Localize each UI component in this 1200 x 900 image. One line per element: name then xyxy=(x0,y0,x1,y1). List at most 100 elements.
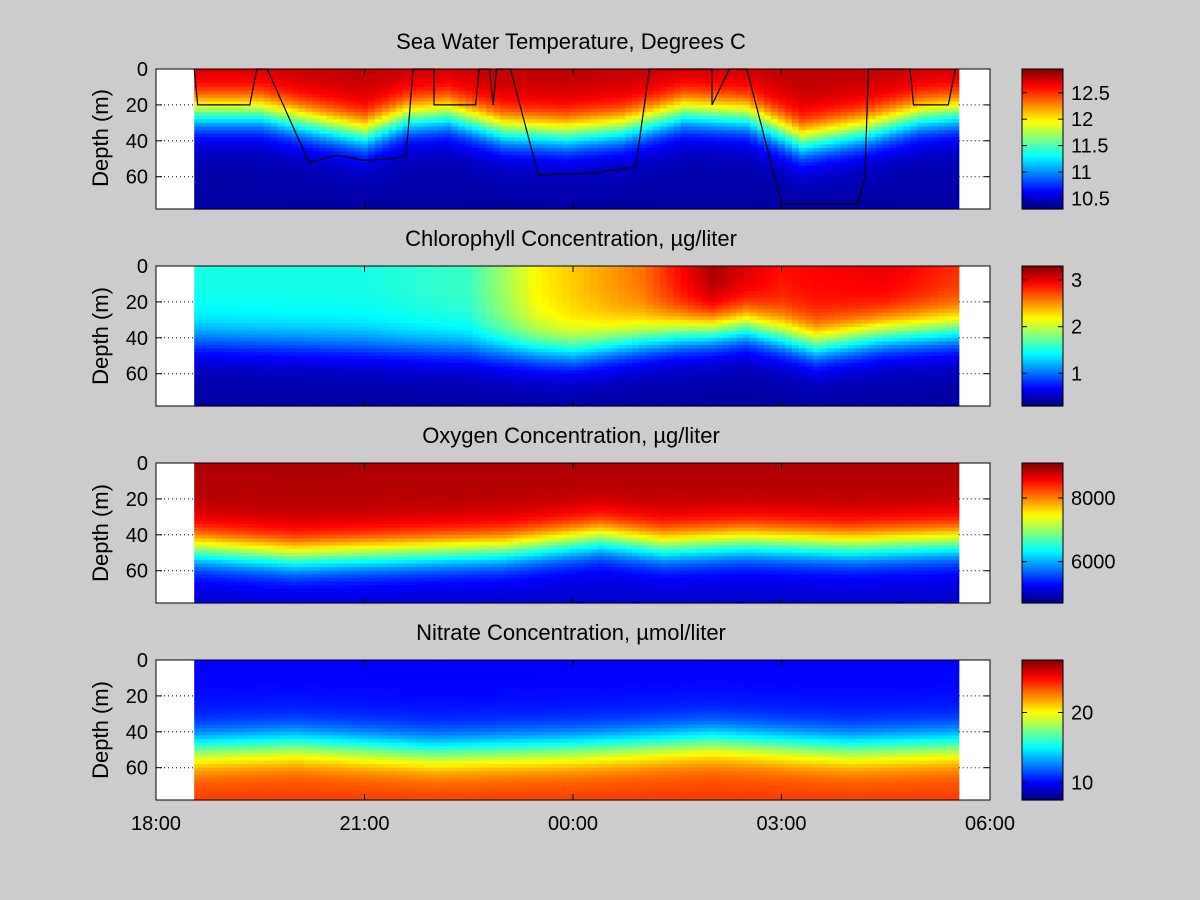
heatmap-cell xyxy=(263,359,272,364)
heatmap-cell xyxy=(840,115,849,120)
heatmap-cell xyxy=(235,119,244,124)
heatmap-cell xyxy=(409,112,418,117)
heatmap-cell xyxy=(576,133,585,138)
heatmap-cell xyxy=(381,183,390,189)
heatmap-cell xyxy=(319,144,327,149)
heatmap-cell xyxy=(910,69,918,74)
heatmap-cell xyxy=(903,101,911,106)
heatmap-cell xyxy=(291,334,300,339)
heatmap-cell xyxy=(708,147,717,153)
heatmap-cell xyxy=(319,119,327,124)
heatmap-cell xyxy=(625,205,633,210)
heatmap-cell xyxy=(235,327,244,332)
heatmap-cell xyxy=(416,158,425,163)
heatmap-cell xyxy=(465,173,473,178)
heatmap-cell xyxy=(548,69,557,74)
heatmap-cell xyxy=(395,183,404,189)
heatmap-cell xyxy=(256,162,265,167)
heatmap-cell xyxy=(249,162,258,167)
heatmap-cell xyxy=(854,158,863,163)
heatmap-cell xyxy=(263,76,272,81)
heatmap-cell xyxy=(896,158,904,163)
heatmap-cell xyxy=(882,90,890,95)
heatmap-cell xyxy=(541,144,550,149)
heatmap-cell xyxy=(256,144,265,149)
heatmap-cell xyxy=(590,140,598,145)
heatmap-cell xyxy=(249,316,258,321)
heatmap-cell xyxy=(249,301,258,307)
heatmap-cell xyxy=(597,76,605,81)
heatmap-cell xyxy=(270,352,279,357)
heatmap-cell xyxy=(347,191,355,196)
heatmap-cell xyxy=(291,169,300,174)
heatmap-cell xyxy=(534,108,543,113)
heatmap-cell xyxy=(798,137,807,142)
heatmap-cell xyxy=(917,76,925,81)
heatmap-cell xyxy=(340,108,348,113)
heatmap-cell xyxy=(298,205,307,210)
heatmap-cell xyxy=(687,94,696,99)
heatmap-cell xyxy=(611,201,619,207)
heatmap-cell xyxy=(235,187,244,192)
heatmap-cell xyxy=(256,187,265,192)
heatmap-cell xyxy=(771,83,779,88)
heatmap-cell xyxy=(409,191,418,196)
heatmap-cell xyxy=(771,94,779,99)
heatmap-cell xyxy=(951,147,960,153)
heatmap-cell xyxy=(618,94,626,99)
heatmap-cell xyxy=(618,137,626,142)
heatmap-cell xyxy=(263,119,272,124)
heatmap-cell xyxy=(555,183,564,189)
heatmap-cell xyxy=(854,147,863,153)
heatmap-cell xyxy=(242,155,251,160)
heatmap-cell xyxy=(750,108,758,113)
heatmap-cell xyxy=(270,162,279,167)
heatmap-cell xyxy=(673,155,682,160)
heatmap-cell xyxy=(889,198,897,203)
heatmap-cell xyxy=(701,76,710,81)
heatmap-cell xyxy=(222,201,230,207)
heatmap-cell xyxy=(388,162,397,167)
heatmap-cell xyxy=(861,191,869,196)
heatmap-cell xyxy=(416,162,425,167)
heatmap-cell xyxy=(506,147,515,153)
heatmap-cell xyxy=(347,158,355,163)
heatmap-cell xyxy=(367,126,376,131)
heatmap-cell xyxy=(208,305,216,310)
heatmap-cell xyxy=(486,94,494,99)
heatmap-cell xyxy=(861,119,869,124)
heatmap-cell xyxy=(208,370,216,375)
heatmap-cell xyxy=(597,90,605,95)
colorbar-swatch xyxy=(1022,134,1063,138)
heatmap-cell xyxy=(451,108,459,113)
heatmap-cell xyxy=(354,147,362,153)
colorbar-swatch xyxy=(1022,180,1063,184)
heatmap-cell xyxy=(222,112,230,117)
heatmap-cell xyxy=(861,183,869,189)
heatmap-cell xyxy=(701,180,710,185)
heatmap-cell xyxy=(451,169,459,174)
heatmap-cell xyxy=(743,151,751,156)
heatmap-cell xyxy=(666,140,675,145)
heatmap-cell xyxy=(923,201,932,207)
heatmap-cell xyxy=(910,90,918,95)
heatmap-cell xyxy=(618,147,626,153)
heatmap-cell xyxy=(923,176,932,181)
heatmap-cell xyxy=(645,90,654,95)
heatmap-cell xyxy=(840,205,849,210)
heatmap-cell xyxy=(222,79,230,84)
heatmap-cell xyxy=(430,169,439,174)
heatmap-cell xyxy=(729,104,737,110)
heatmap-cell xyxy=(527,173,536,178)
heatmap-cell xyxy=(201,155,209,160)
heatmap-cell xyxy=(506,151,515,156)
heatmap-cell xyxy=(430,194,439,199)
heatmap-cell xyxy=(562,140,571,145)
heatmap-cell xyxy=(597,158,605,163)
heatmap-cell xyxy=(381,79,390,84)
heatmap-cell xyxy=(784,101,793,106)
heatmap-cell xyxy=(951,165,960,171)
heatmap-cell xyxy=(465,162,473,167)
heatmap-cell xyxy=(208,104,216,110)
